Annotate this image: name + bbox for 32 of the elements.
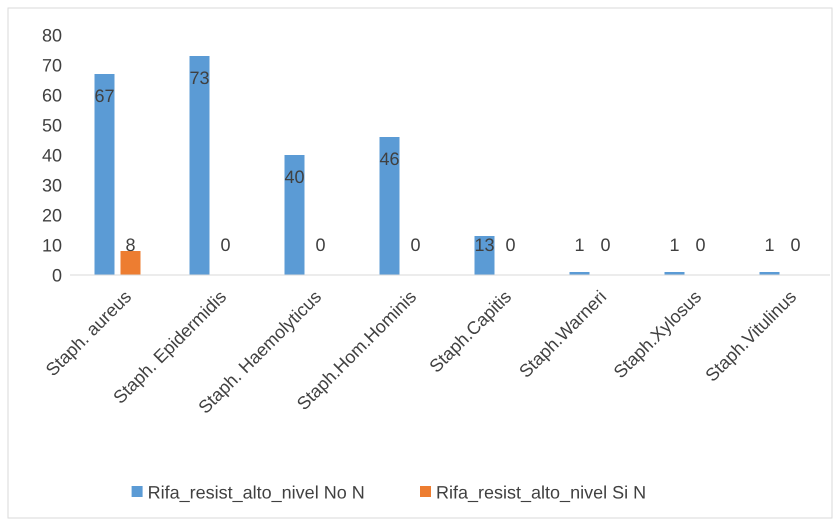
data-label: 8 — [125, 235, 136, 255]
data-label: 13 — [474, 235, 495, 255]
y-tick-label: 50 — [42, 115, 62, 136]
data-label: 0 — [695, 235, 706, 255]
y-tick-label: 0 — [52, 265, 62, 286]
data-label: 0 — [315, 235, 326, 255]
data-label: 0 — [600, 235, 611, 255]
bar — [120, 251, 140, 275]
data-label: 67 — [94, 86, 115, 106]
data-label: 0 — [220, 235, 231, 255]
y-tick-label: 80 — [42, 25, 62, 46]
data-label: 46 — [379, 149, 400, 169]
y-tick-label: 70 — [42, 55, 62, 76]
data-label: 40 — [284, 167, 305, 187]
data-label: 1 — [574, 235, 585, 255]
y-tick-label: 20 — [42, 205, 62, 226]
y-tick-label: 30 — [42, 175, 62, 196]
bar — [190, 56, 210, 275]
bar — [94, 74, 114, 275]
data-label: 0 — [790, 235, 801, 255]
y-tick-label: 60 — [42, 85, 62, 106]
data-label: 1 — [764, 235, 775, 255]
data-label: 1 — [669, 235, 680, 255]
bar — [380, 137, 400, 275]
data-label: 73 — [189, 68, 210, 88]
y-tick-label: 10 — [42, 235, 62, 256]
legend-label: Rifa_resist_alto_nivel No N — [148, 482, 365, 502]
legend-label: Rifa_resist_alto_nivel Si N — [436, 482, 646, 502]
data-label: 0 — [505, 235, 516, 255]
data-label: 0 — [410, 235, 421, 255]
bar — [284, 155, 304, 275]
y-tick-label: 40 — [42, 145, 62, 166]
